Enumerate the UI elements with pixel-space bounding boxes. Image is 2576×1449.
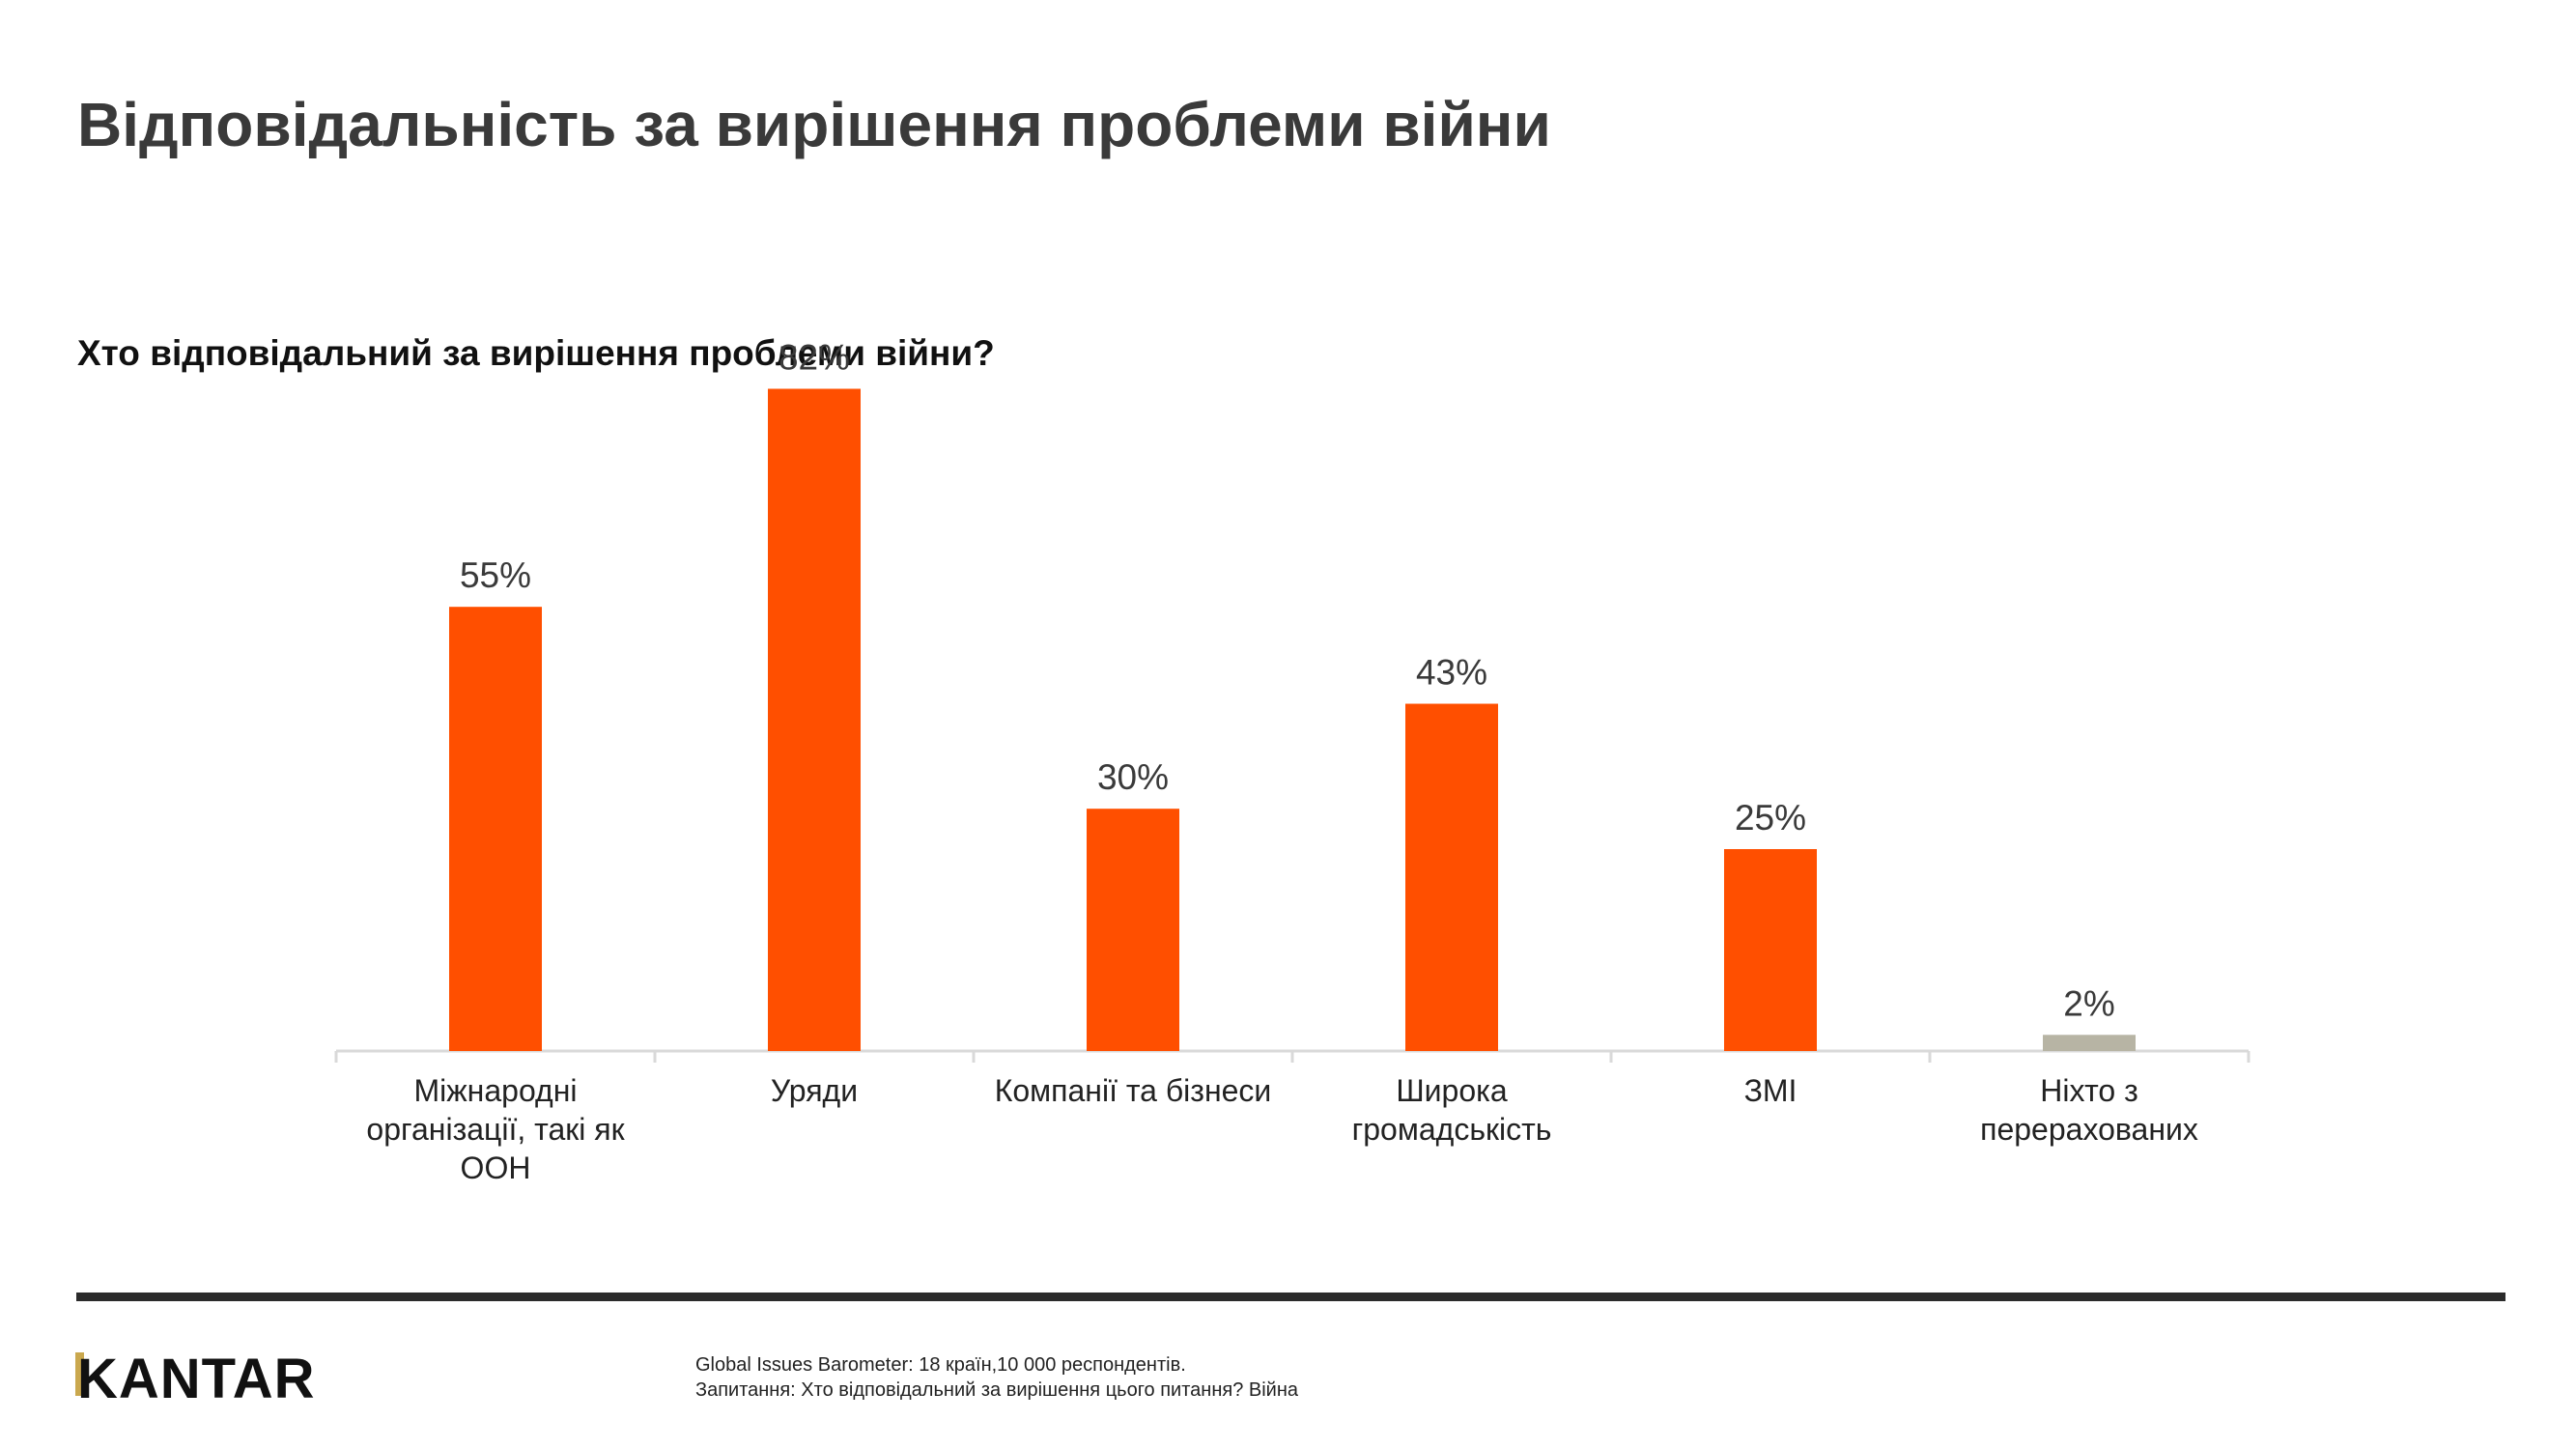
category-label: Міжнародні організації, такі як ООН [366,1073,625,1185]
data-label: 55% [460,555,531,595]
category-label: Уряди [771,1073,858,1108]
category-label: Компанії та бізнеси [995,1073,1272,1108]
source-line-1: Global Issues Barometer: 18 країн,10 000… [695,1354,1186,1376]
data-label: 25% [1735,798,1806,838]
bar-6 [2043,1035,2136,1051]
source-line-2: Запитання: Хто відповідальний за вирішен… [695,1379,1299,1401]
category-label: ЗМІ [1744,1073,1798,1108]
data-label: 30% [1097,757,1169,797]
footer-divider [76,1293,2505,1301]
logo-accent-bar [75,1352,84,1396]
page-title: Відповідальність за вирішення проблеми в… [77,90,1551,159]
source-note: Global Issues Barometer: 18 країн,10 000… [695,1352,1298,1403]
logo-text: KANTAR [77,1348,316,1410]
bar-5 [1724,849,1817,1051]
data-label: 2% [2063,983,2114,1023]
bar-1 [449,607,542,1051]
category-label: Широка громадськість [1352,1073,1552,1147]
data-label: 82% [778,337,850,377]
bar-3 [1087,809,1179,1051]
data-label: 43% [1416,653,1487,693]
category-label: Ніхто з перерахованих [1980,1073,2198,1147]
bar-4 [1405,703,1498,1051]
chart-question: Хто відповідальний за вирішення проблеми… [77,333,995,373]
bar-2 [768,388,861,1052]
bar-chart: 55% Міжнародні організації, такі як ООН 82% У… [334,337,2250,1185]
